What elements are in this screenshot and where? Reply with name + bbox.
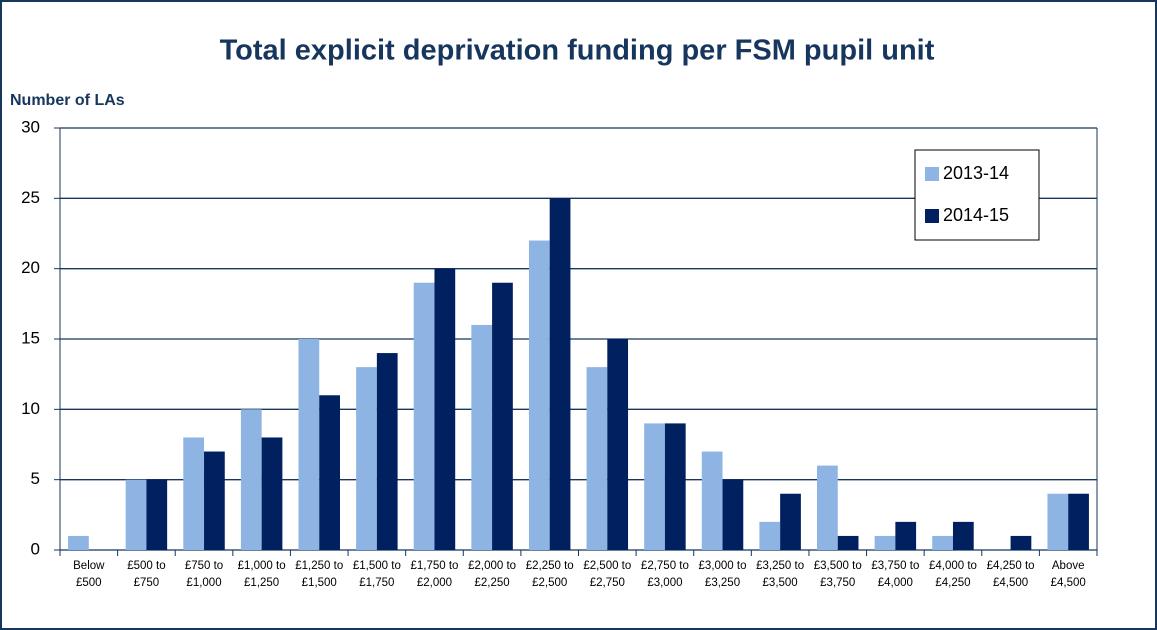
bar: [183, 437, 205, 550]
legend-box: [914, 149, 1040, 241]
bar: [376, 353, 398, 550]
bar: [895, 521, 917, 550]
x-tick-label: Below £500: [73, 560, 105, 589]
x-tick-label: £2,250 to £2,500: [525, 560, 574, 589]
x-tick-label: £4,000 to £4,250: [928, 560, 977, 589]
bar: [549, 198, 571, 551]
bar: [644, 423, 665, 550]
bar: [298, 339, 320, 550]
bar: [356, 367, 377, 550]
bar: [607, 339, 629, 550]
bar: [874, 535, 896, 550]
legend-label: 2013-14: [943, 163, 1009, 183]
legend-swatch: [925, 209, 939, 223]
x-tick-label: £1,750 to £2,000: [410, 560, 459, 589]
x-tick-label: £3,250 to £3,500: [756, 560, 805, 589]
legend-swatch: [925, 167, 939, 181]
x-tick-label: £2,000 to £2,250: [468, 560, 517, 589]
bar: [664, 423, 686, 550]
bar: [125, 479, 147, 550]
bar: [837, 535, 859, 550]
bar: [492, 282, 513, 550]
bar: [413, 282, 435, 550]
x-tick-label: £1,500 to £1,750: [352, 560, 401, 589]
y-axis-label: Number of LAs: [10, 92, 125, 109]
y-tick-label: 30: [21, 117, 40, 136]
bar: [1068, 493, 1089, 550]
y-tick-label: 0: [31, 539, 40, 558]
bar: [528, 240, 550, 551]
x-tick-label: Above £4,500: [1050, 560, 1086, 589]
x-tick-label: £1,000 to £1,250: [237, 560, 286, 589]
x-tick-label: £3,750 to £4,000: [871, 560, 920, 589]
bar: [1010, 535, 1032, 550]
x-tick-label: £3,000 to £3,250: [698, 560, 747, 589]
bar: [701, 451, 723, 550]
legend-label: 2014-15: [943, 205, 1009, 225]
bar: [319, 395, 340, 550]
y-tick-label: 20: [21, 258, 40, 277]
bar: [204, 451, 225, 550]
bar: [952, 521, 974, 550]
bar: [1047, 493, 1069, 550]
chart-title: Total explicit deprivation funding per F…: [220, 35, 935, 67]
bar: [932, 535, 953, 550]
y-tick-label: 10: [21, 399, 40, 418]
bar: [759, 521, 781, 550]
x-tick-label: £2,500 to £2,750: [583, 560, 632, 589]
x-tick-label: £1,250 to £1,500: [295, 560, 344, 589]
bar: [471, 324, 493, 550]
bar: [586, 367, 608, 550]
x-tick-label: £500 to £750: [127, 560, 166, 589]
bar: [817, 465, 838, 550]
bar: [434, 268, 456, 550]
y-tick-label: 25: [21, 188, 40, 207]
bar: [261, 437, 283, 550]
x-tick-label: £2,750 to £3,000: [640, 560, 689, 589]
x-tick-label: £750 to £1,000: [184, 560, 224, 589]
y-tick-label: 5: [31, 469, 40, 488]
x-tick-label: £4,250 to £4,500: [986, 560, 1035, 589]
bar: [146, 479, 168, 550]
bar: [240, 409, 262, 550]
x-tick-label: £3,500 to £3,750: [813, 560, 862, 589]
bar: [68, 535, 89, 550]
bar: [780, 493, 801, 550]
bar: [722, 479, 744, 550]
y-tick-label: 15: [21, 328, 40, 347]
